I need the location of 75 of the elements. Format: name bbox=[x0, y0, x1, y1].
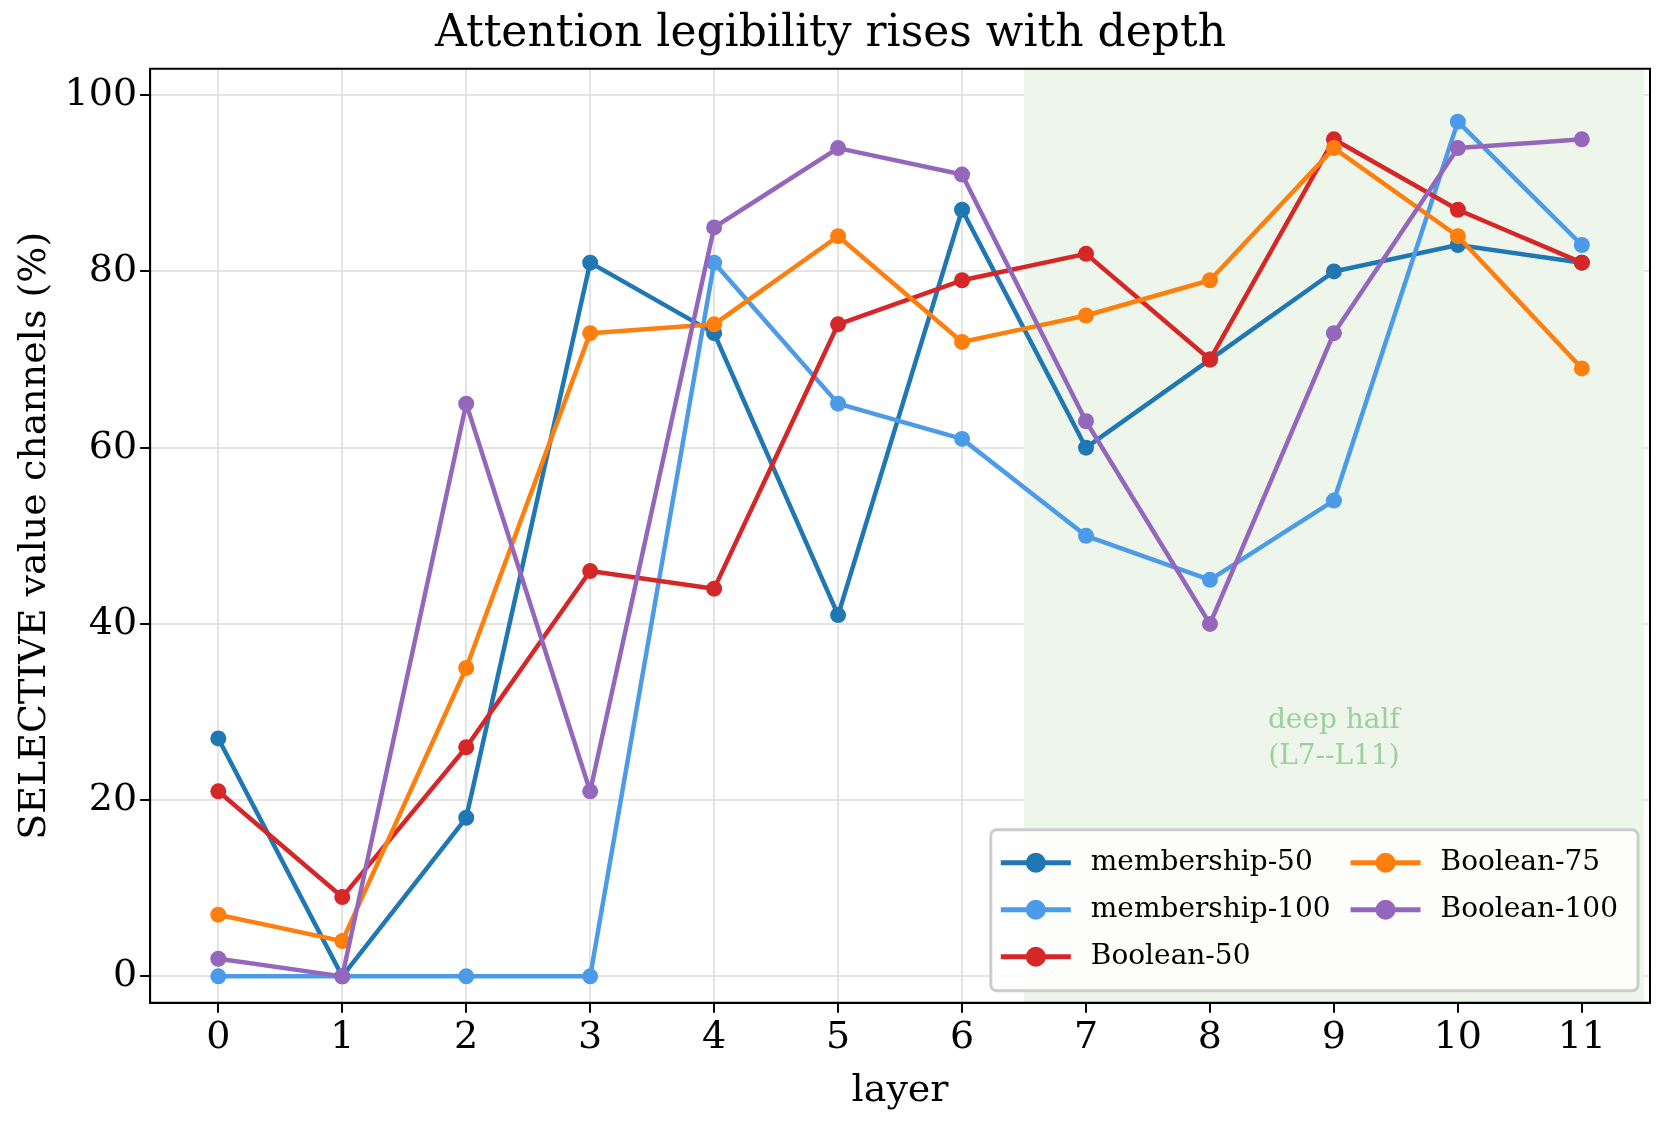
legend-label: membership-50 bbox=[1090, 844, 1313, 878]
point bbox=[830, 316, 847, 333]
point bbox=[1078, 439, 1094, 456]
point bbox=[210, 968, 227, 985]
point bbox=[954, 333, 971, 350]
point bbox=[1078, 307, 1094, 324]
point bbox=[830, 607, 847, 624]
point bbox=[210, 730, 227, 747]
point bbox=[458, 809, 475, 826]
y-axis-title: SELECTIVE value channels (%) bbox=[9, 231, 54, 840]
x-tick-label: 9 bbox=[1321, 1013, 1347, 1058]
point bbox=[1078, 413, 1094, 430]
point bbox=[830, 228, 847, 245]
point bbox=[334, 889, 351, 906]
point bbox=[1325, 263, 1342, 280]
point bbox=[1573, 131, 1590, 148]
point bbox=[210, 906, 227, 923]
point bbox=[1201, 615, 1218, 632]
band-label: deep half (L7--L11) bbox=[1267, 701, 1403, 771]
point bbox=[830, 140, 847, 157]
point bbox=[582, 325, 599, 342]
x-tick-label: 3 bbox=[578, 1013, 603, 1058]
point bbox=[1449, 140, 1466, 157]
legend-label: Boolean-100 bbox=[1440, 891, 1619, 925]
legend-label: Boolean-50 bbox=[1090, 938, 1251, 972]
point bbox=[1449, 113, 1466, 130]
point bbox=[1078, 245, 1094, 262]
point bbox=[706, 316, 723, 333]
x-tick-label: 6 bbox=[949, 1013, 975, 1058]
x-tick-label: 11 bbox=[1557, 1013, 1606, 1058]
point bbox=[1325, 492, 1342, 509]
point bbox=[582, 783, 599, 800]
point bbox=[210, 950, 227, 967]
x-tick-label: 5 bbox=[825, 1013, 851, 1058]
y-tick-label: 80 bbox=[88, 246, 138, 291]
x-tick-label: 7 bbox=[1073, 1013, 1099, 1058]
point bbox=[1573, 360, 1590, 377]
point bbox=[954, 166, 971, 183]
point bbox=[706, 219, 723, 236]
point bbox=[458, 659, 475, 676]
point bbox=[1449, 201, 1466, 218]
point bbox=[1325, 325, 1342, 342]
point bbox=[458, 395, 475, 412]
point bbox=[1325, 140, 1342, 157]
point bbox=[582, 254, 599, 271]
point bbox=[1573, 237, 1590, 254]
point bbox=[1078, 527, 1094, 544]
point bbox=[1201, 272, 1218, 289]
point bbox=[458, 739, 475, 756]
point bbox=[954, 272, 971, 289]
chart-title: Attention legibility rises with depth bbox=[434, 4, 1226, 56]
x-tick-label: 2 bbox=[454, 1013, 479, 1058]
y-tick-label: 40 bbox=[88, 598, 138, 643]
y-tick-label: 20 bbox=[88, 775, 138, 820]
y-tick-label: 60 bbox=[88, 422, 138, 467]
legend-label: membership-100 bbox=[1090, 891, 1331, 925]
point bbox=[582, 968, 599, 985]
point bbox=[706, 580, 723, 597]
x-tick-label: 8 bbox=[1197, 1013, 1223, 1058]
point bbox=[1201, 571, 1218, 588]
point bbox=[954, 201, 971, 218]
x-tick-label: 10 bbox=[1433, 1013, 1483, 1058]
point bbox=[830, 395, 847, 412]
y-tick-label: 0 bbox=[112, 951, 138, 996]
y-tick-label: 100 bbox=[64, 70, 138, 115]
x-tick-label: 1 bbox=[330, 1013, 355, 1058]
legend-label: Boolean-75 bbox=[1440, 844, 1601, 878]
point bbox=[582, 563, 599, 580]
point bbox=[1449, 228, 1466, 245]
x-tick-label: 4 bbox=[702, 1013, 727, 1058]
x-tick-label: 0 bbox=[206, 1013, 231, 1058]
point bbox=[954, 430, 971, 447]
point bbox=[458, 968, 475, 985]
point bbox=[210, 783, 227, 800]
x-axis-title: layer bbox=[851, 1066, 950, 1111]
